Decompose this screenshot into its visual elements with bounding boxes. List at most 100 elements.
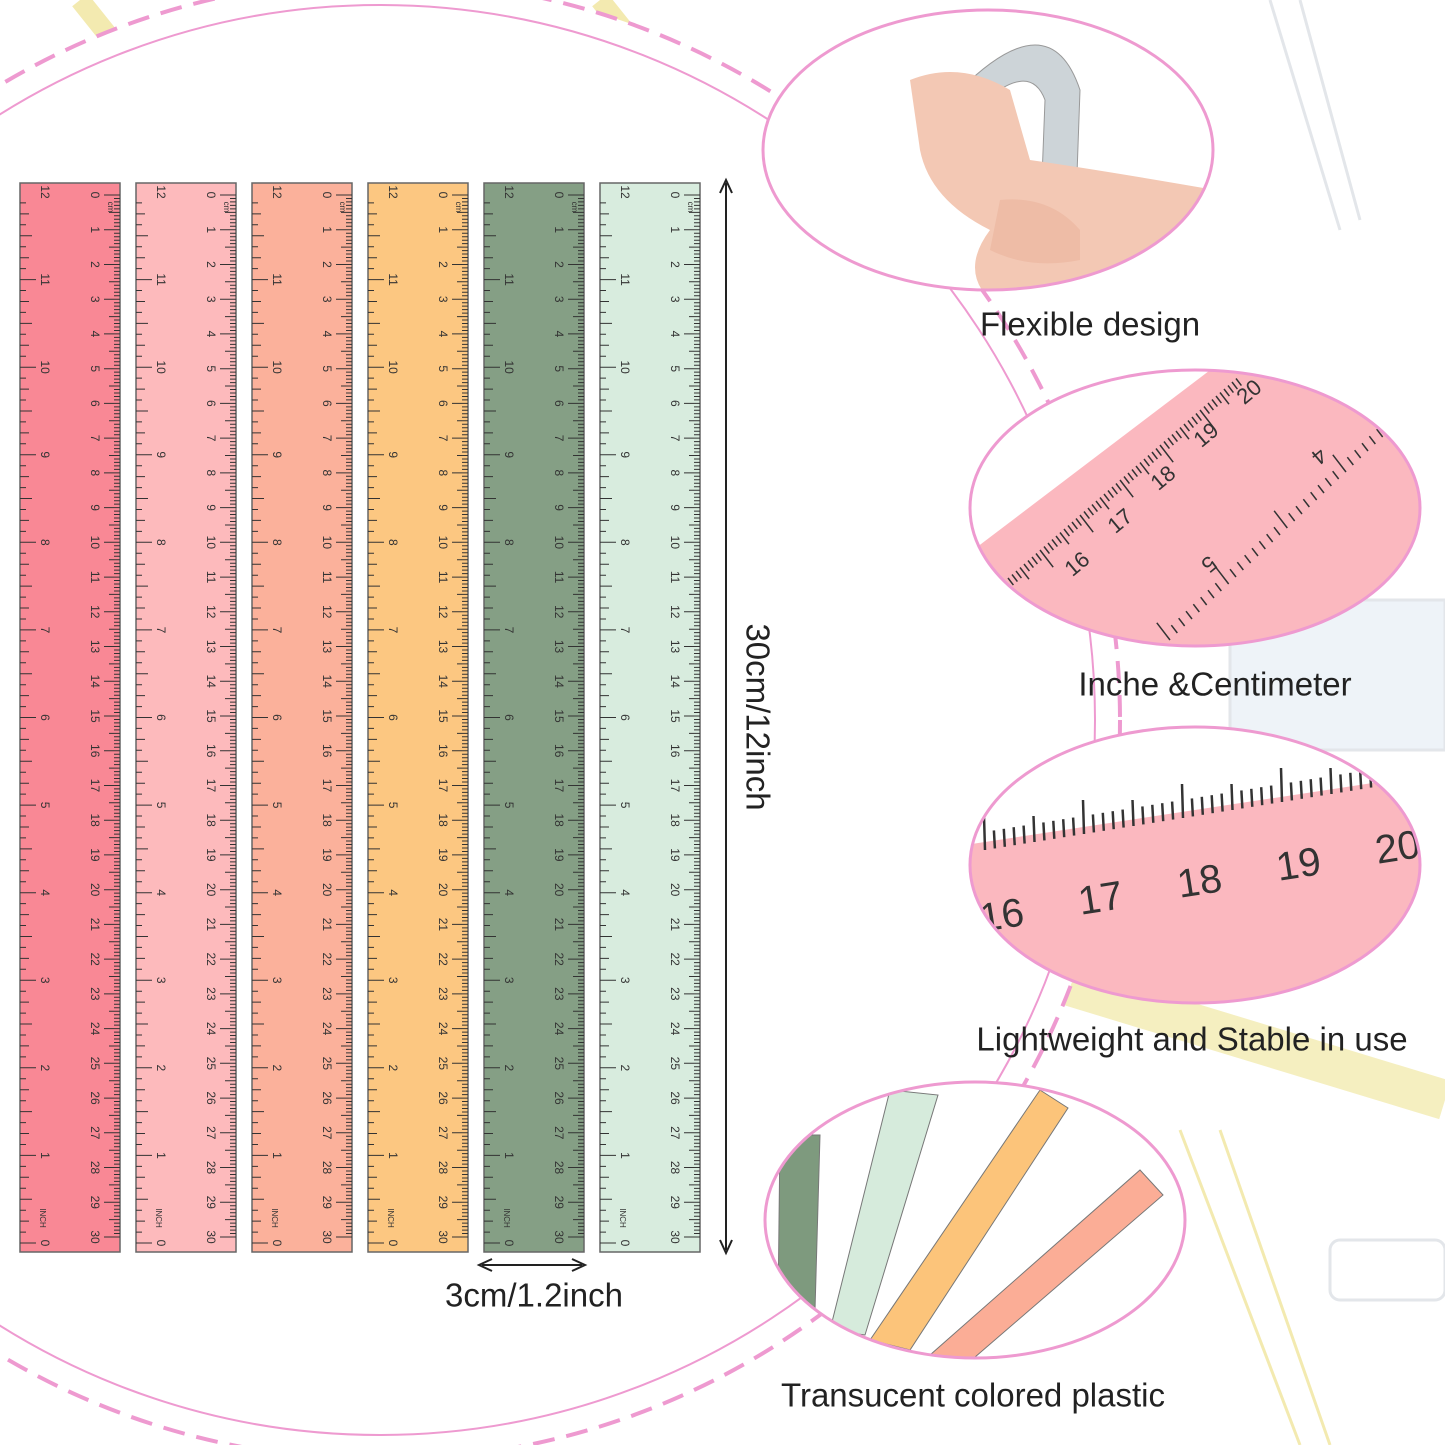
inch-number: 7: [154, 627, 168, 634]
ruler-ticks: [20, 194, 120, 1244]
cm-number: 11: [552, 571, 566, 584]
cm-number: 6: [668, 400, 682, 407]
cm-number: 30: [204, 1230, 218, 1244]
cm-number: 14: [552, 675, 566, 689]
cm-number: 9: [320, 504, 334, 511]
inch-number: 0: [386, 1240, 400, 1247]
cm-unit: cm: [338, 202, 347, 213]
cm-unit: cm: [222, 202, 231, 213]
inch-unit: INCH: [38, 1208, 47, 1228]
cm-number: 23: [436, 987, 450, 1001]
cm-number: 17: [1075, 873, 1126, 923]
inch-number: 3: [270, 977, 284, 984]
inch-number: 10: [618, 360, 632, 374]
cm-number: 8: [204, 470, 218, 477]
cm-number: 10: [204, 536, 218, 550]
cm-number: 26: [204, 1091, 218, 1105]
cm-number: 24: [668, 1022, 682, 1036]
cm-number: 1: [204, 226, 218, 233]
inch-number: 8: [618, 539, 632, 546]
inch-number: 6: [386, 714, 400, 721]
cm-number: 3: [552, 296, 566, 303]
cm-number: 30: [668, 1230, 682, 1244]
feature-caption: Flexible design: [980, 306, 1200, 343]
cm-number: 18: [668, 814, 682, 828]
cm-number: 2: [668, 261, 682, 268]
callout-frame: [968, 725, 1422, 1005]
inch-number: 3: [618, 977, 632, 984]
cm-number: 23: [88, 987, 102, 1001]
cm-number: 22: [88, 952, 102, 966]
cm-number: 15: [436, 709, 450, 723]
cm-number: 27: [552, 1126, 566, 1140]
cm-number: 20: [436, 883, 450, 897]
cm-number: 23: [204, 987, 218, 1001]
cm-number: 12: [88, 605, 102, 619]
inch-unit: INCH: [154, 1208, 163, 1228]
cm-number: 6: [88, 400, 102, 407]
cm-number: 4: [552, 331, 566, 338]
cm-number: 29: [320, 1196, 334, 1210]
inch-number: 4: [270, 889, 284, 896]
cm-number: 18: [1174, 856, 1225, 906]
cm-number: 21: [204, 918, 218, 932]
inch-number: 11: [38, 273, 52, 286]
inch-number: 2: [38, 1064, 52, 1071]
cm-number: 2: [436, 261, 450, 268]
inch-number: 8: [502, 539, 516, 546]
cm-number: 12: [668, 605, 682, 619]
inch-number: 7: [270, 627, 284, 634]
cm-number: 22: [436, 952, 450, 966]
scale-closeup: 16 17 18 19 20: [970, 727, 1423, 1003]
feature-caption: Lightweight and Stable in use: [976, 1021, 1407, 1058]
cm-number: 0: [436, 192, 450, 199]
inch-number: 2: [386, 1064, 400, 1071]
cm-number: 23: [668, 987, 682, 1001]
inch-number: 5: [270, 802, 284, 809]
cm-number: 16: [436, 744, 450, 758]
cm-number: 9: [88, 504, 102, 511]
cm-number: 2: [320, 261, 334, 268]
cm-number: 17: [88, 779, 102, 793]
cm-number: 5: [88, 365, 102, 372]
cm-number: 15: [668, 709, 682, 723]
inch-number: 8: [386, 539, 400, 546]
inch-number: 4: [386, 889, 400, 896]
inch-number: 0: [38, 1240, 52, 1247]
cm-number: 27: [204, 1126, 218, 1140]
cm-number: 25: [88, 1057, 102, 1071]
cm-number: 28: [88, 1161, 102, 1175]
feature-caption: Transucent colored plastic: [781, 1377, 1165, 1414]
cm-number: 19: [320, 848, 334, 862]
inch-number: 10: [502, 360, 516, 374]
cm-number: 1: [552, 226, 566, 233]
cm-number: 10: [436, 536, 450, 550]
cm-number: 20: [320, 883, 334, 897]
cm-number: 26: [552, 1091, 566, 1105]
cm-number: 6: [320, 400, 334, 407]
ruler: 0123456789101112131415161718192021222324…: [19, 182, 121, 1253]
cm-number: 28: [552, 1161, 566, 1175]
cm-number: 19: [552, 848, 566, 862]
cm-number: 7: [320, 435, 334, 442]
cm-number: 4: [320, 331, 334, 338]
inch-number: 11: [154, 273, 168, 286]
inch-number: 9: [386, 451, 400, 458]
inch-number: 9: [154, 451, 168, 458]
cm-number: 20: [1372, 822, 1423, 872]
cm-number: 5: [668, 365, 682, 372]
inch-number: 12: [38, 185, 52, 199]
cm-number: 19: [1273, 839, 1324, 889]
cm-number: 4: [88, 331, 102, 338]
inch-number: 6: [618, 714, 632, 721]
cm-number: 16: [204, 744, 218, 758]
inch-number: 0: [502, 1240, 516, 1247]
cm-number: 1: [668, 226, 682, 233]
callout-frame: [763, 1080, 1187, 1360]
cm-number: 19: [204, 848, 218, 862]
width-label: 3cm/1.2inch: [445, 1277, 623, 1314]
cm-number: 13: [204, 640, 218, 654]
cm-number: 15: [320, 709, 334, 723]
cm-number: 4: [204, 331, 218, 338]
